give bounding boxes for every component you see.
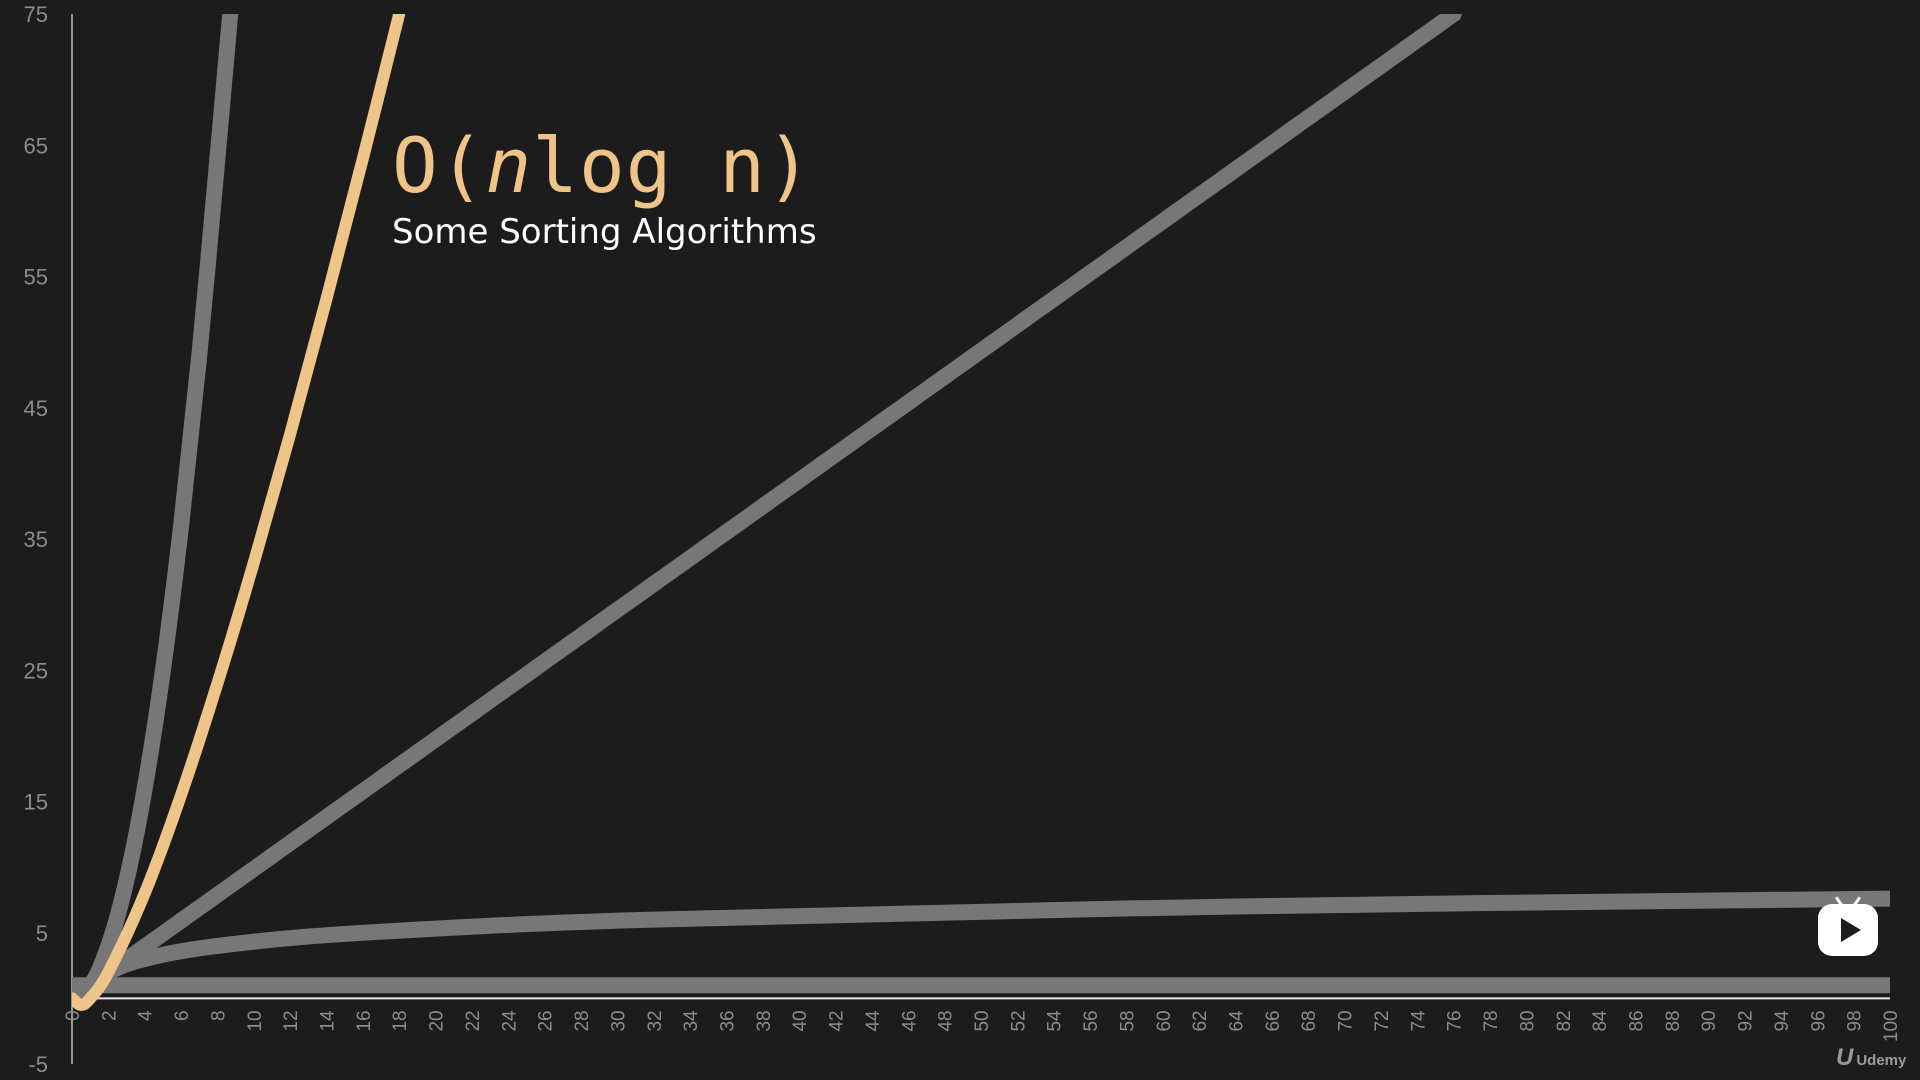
y-tick-label: 15	[24, 790, 48, 815]
x-tick-label: 70	[1336, 1010, 1357, 1031]
x-tick-label: 98	[1845, 1010, 1866, 1031]
play-triangle-icon	[1840, 918, 1861, 942]
x-tick-label: 58	[1117, 1010, 1138, 1031]
x-tick-label: 6	[172, 1010, 193, 1021]
series-line-quadratic	[72, 14, 239, 997]
x-tick-label: 18	[390, 1010, 411, 1031]
chart-title: O(nlog n)	[392, 128, 817, 204]
y-tick-labels: 75 65 55 45 35 25 15 5 -5	[24, 2, 48, 1077]
x-tick-label: 66	[1263, 1010, 1284, 1031]
x-tick-label: 14	[318, 1010, 339, 1032]
x-tick-label: 48	[936, 1010, 957, 1031]
x-tick-label: 8	[208, 1010, 229, 1021]
x-tick-label: 52	[1008, 1010, 1029, 1031]
x-tick-labels: 0 2 4 6 8 10 12 14 16 18 20 22 24 26 28 30 32 34 36 38 40 42 4…	[63, 1010, 1902, 1042]
series-line-nlogn	[72, 14, 406, 1011]
x-tick-label: 82	[1554, 1010, 1575, 1031]
x-tick-label: 30	[608, 1010, 629, 1031]
x-tick-label: 24	[499, 1010, 520, 1032]
x-tick-label: 68	[1299, 1010, 1320, 1031]
y-tick-label: 5	[36, 921, 48, 946]
x-tick-label: 50	[972, 1010, 993, 1031]
x-tick-label: 54	[1045, 1010, 1066, 1032]
y-tick-label: 55	[24, 265, 48, 290]
series-line-logarithmic	[82, 890, 1890, 994]
y-tick-label: 35	[24, 527, 48, 552]
x-tick-label: 34	[681, 1010, 702, 1032]
x-tick-label: 64	[1227, 1010, 1248, 1032]
x-tick-label: 42	[827, 1010, 848, 1031]
x-tick-label: 88	[1663, 1010, 1684, 1031]
series-line-linear	[72, 14, 1462, 1007]
x-tick-label: 12	[281, 1010, 302, 1031]
y-tick-label: 25	[24, 658, 48, 683]
x-tick-label: 26	[536, 1010, 557, 1031]
x-tick-label: 10	[245, 1010, 266, 1031]
udemy-watermark: U Udemy	[1836, 1044, 1906, 1072]
x-tick-label: 28	[572, 1010, 593, 1031]
x-tick-label: 36	[717, 1010, 738, 1031]
x-tick-label: 100	[1881, 1010, 1902, 1042]
x-tick-label: 22	[463, 1010, 484, 1031]
title-prefix: O(	[392, 121, 486, 210]
x-tick-label: 96	[1808, 1010, 1829, 1031]
play-tv-icon[interactable]	[1818, 904, 1878, 956]
title-italic-n: n	[485, 121, 533, 210]
x-tick-label: 78	[1481, 1010, 1502, 1031]
x-tick-label: 80	[1517, 1010, 1538, 1031]
x-tick-label: 40	[790, 1010, 811, 1031]
chart-title-block: O(nlog n) Some Sorting Algorithms	[392, 128, 817, 253]
x-tick-label: 32	[645, 1010, 666, 1031]
y-tick-label: 45	[24, 396, 48, 421]
x-tick-label: 94	[1772, 1010, 1793, 1032]
x-tick-label: 60	[1154, 1010, 1175, 1031]
x-tick-label: 4	[136, 1010, 157, 1021]
x-tick-label: 90	[1699, 1010, 1720, 1031]
x-tick-label: 2	[99, 1010, 120, 1021]
x-tick-label: 86	[1626, 1010, 1647, 1031]
y-tick-label: -5	[28, 1052, 48, 1077]
x-tick-label: 84	[1590, 1010, 1611, 1032]
x-tick-label: 46	[899, 1010, 920, 1031]
x-tick-label: 44	[863, 1010, 884, 1032]
x-tick-label: 20	[427, 1010, 448, 1031]
udemy-logo-text: Udemy	[1856, 1052, 1907, 1069]
x-tick-label: 56	[1081, 1010, 1102, 1031]
x-tick-label: 76	[1445, 1010, 1466, 1031]
y-tick-label: 65	[24, 133, 48, 158]
x-tick-label: 16	[354, 1010, 375, 1031]
x-tick-label: 74	[1408, 1010, 1429, 1032]
x-tick-label: 72	[1372, 1010, 1393, 1031]
chart-subtitle: Some Sorting Algorithms	[392, 212, 817, 252]
x-tick-label: 92	[1736, 1010, 1757, 1031]
series-lines	[72, 14, 1890, 1011]
title-suffix: log n)	[532, 121, 813, 210]
udemy-logo-glyph: U	[1836, 1044, 1854, 1071]
x-tick-label: 38	[754, 1010, 775, 1031]
y-tick-label: 75	[24, 2, 48, 27]
x-tick-label: 0	[63, 1010, 84, 1021]
x-tick-label: 62	[1190, 1010, 1211, 1031]
axes	[71, 14, 1890, 1064]
